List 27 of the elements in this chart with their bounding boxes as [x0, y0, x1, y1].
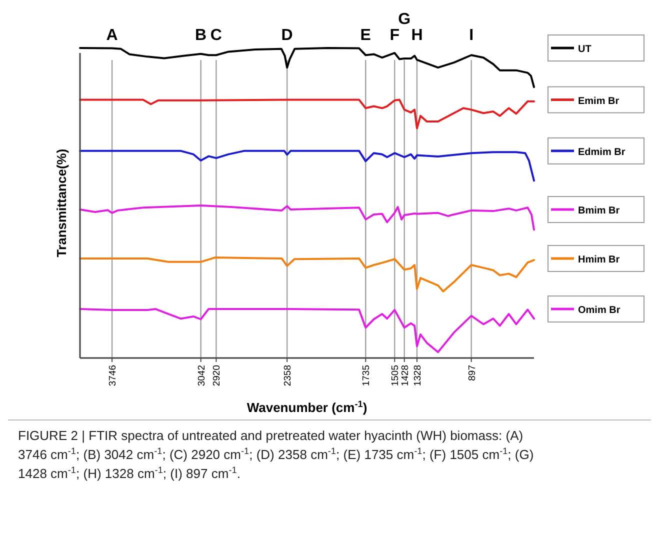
ref-line-label: A	[106, 27, 118, 44]
x-tick-label: 897	[466, 365, 478, 381]
x-tick-label: 1735	[361, 365, 372, 386]
legend-label: UT	[578, 44, 592, 55]
ref-line-label: B	[195, 27, 207, 44]
ref-line-label: D	[281, 27, 293, 44]
x-tick-label: 1505	[390, 365, 402, 386]
ref-line-label: E	[360, 27, 372, 44]
ref-line-label: C	[210, 27, 222, 44]
x-tick-label: 2358	[282, 365, 294, 386]
y-axis-title: Transmittance(%)	[54, 148, 69, 258]
x-tick-label: 3746	[108, 365, 119, 386]
legend-label: Hmim Br	[578, 254, 620, 266]
text: FIGURE 2 | FTIR spectra of untreated and pretreated water hyacinth (WH) biomass: (A) 3746 cm$^{-1}$; (B) 3042 cm$^{-1}$; (C) 2920 cm$^{-1}$; (D) 2358 cm$^{-1}$; (E) 1735 cm$^{-1}$; (F) 1505 cm$^{-1}$; (G) 1428 cm$^{-1}$; (H) 1328 cm$^{-1}$; (I) 897 cm$^{-1}$.	[18, 428, 534, 481]
ref-line-label: I	[469, 27, 474, 44]
ref-line-label: H	[411, 27, 423, 44]
x-tick-label: 2920	[212, 365, 223, 386]
ref-line-label: G	[398, 11, 411, 28]
legend-label: Edmim Br	[578, 146, 626, 158]
x-axis-title: Wavenumber (cm$^{-1}$)	[246, 399, 368, 415]
legend-label: Bmim Br	[578, 206, 620, 217]
x-tick-label: 1428	[400, 365, 411, 386]
x-tick-label: 1328	[412, 365, 424, 386]
legend-label: Emim Br	[578, 96, 620, 107]
legend-label: Omim Br	[578, 305, 620, 316]
ref-line-label: F	[390, 27, 400, 44]
x-tick-label: 3042	[196, 365, 208, 386]
